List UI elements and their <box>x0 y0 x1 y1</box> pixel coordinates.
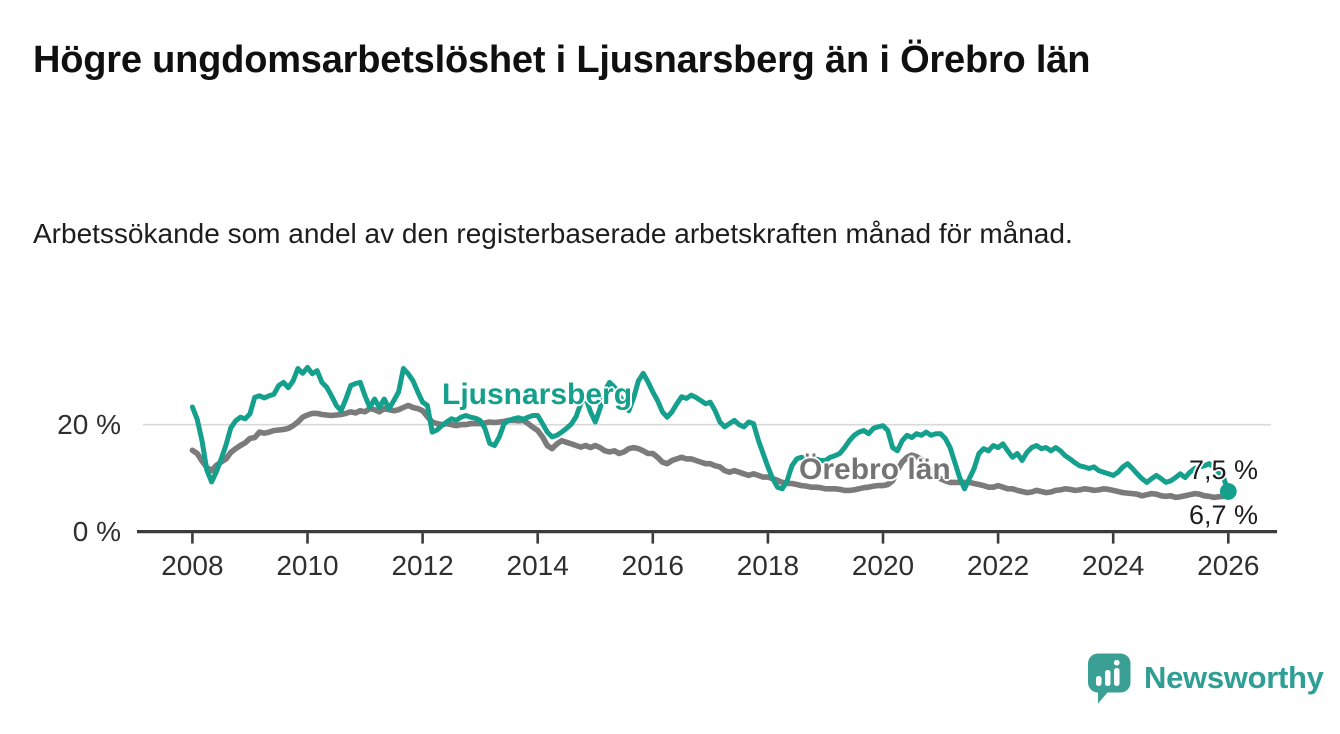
series-line-ljusnarsberg <box>189 364 1231 494</box>
series-label-ljusnarsberg: Ljusnarsberg <box>442 378 633 411</box>
x-tick-label-2026: 2026 <box>1197 550 1260 581</box>
x-tick-label-2008: 2008 <box>161 550 224 581</box>
x-tick-label-2020: 2020 <box>851 550 915 581</box>
bar-tall <box>1114 668 1120 686</box>
y-axis-label-20: 20 % <box>57 409 121 440</box>
x-tick-label-2024: 2024 <box>1082 550 1145 581</box>
bar-medium <box>1105 670 1111 686</box>
x-tick-label-2018: 2018 <box>736 550 800 581</box>
page-subtitle: Arbetssökande som andel av den registerb… <box>33 218 1073 249</box>
newsworthy-logo: Newsworthy <box>1086 652 1324 704</box>
y-axis-label-0: 0 % <box>72 516 121 547</box>
page-title: Högre ungdomsarbetslöshet i Ljusnarsberg… <box>33 39 1091 81</box>
end-value-label-ljusnarsberg: 7,5 % <box>1188 455 1258 485</box>
newsworthy-wordmark: Newsworthy <box>1144 660 1324 695</box>
end-value-label-orebro: 6,7 % <box>1188 500 1258 530</box>
series-line-orebro-lan <box>189 402 1232 501</box>
x-tick-label-2016: 2016 <box>621 550 684 581</box>
series-label-orebro: Örebro län <box>799 453 951 486</box>
x-tick-label-2014: 2014 <box>506 550 569 581</box>
x-tick-label-2010: 2010 <box>276 550 339 581</box>
exclamation-dot <box>1114 660 1120 666</box>
end-point-dot <box>1219 483 1237 500</box>
bar-short <box>1096 676 1102 686</box>
newsworthy-icon <box>1088 653 1131 704</box>
x-tick-label-2022: 2022 <box>966 550 1030 581</box>
x-tick-label-2012: 2012 <box>391 550 454 581</box>
